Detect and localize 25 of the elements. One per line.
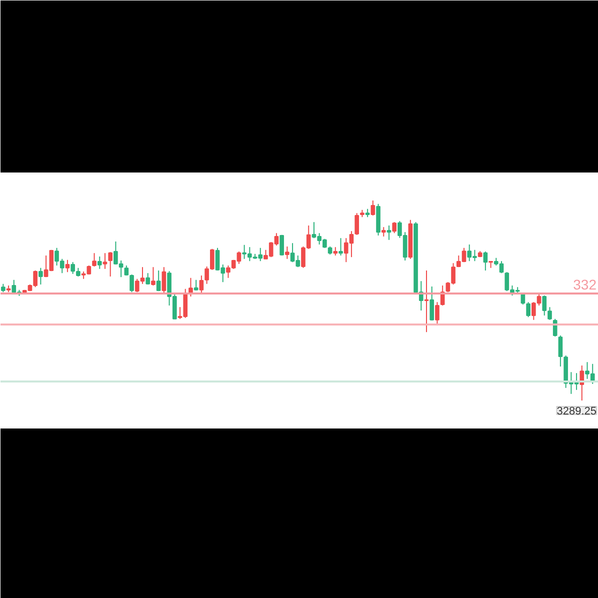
- candlestick: [162, 266, 166, 294]
- candlestick: [386, 225, 392, 240]
- candlestick: [392, 222, 397, 234]
- candlestick: [526, 302, 530, 318]
- candlestick: [338, 238, 343, 256]
- candlestick: [151, 266, 156, 286]
- candlestick: [430, 286, 434, 321]
- candlestick: [552, 318, 558, 337]
- candlestick: [285, 246, 290, 260]
- candlestick: [370, 200, 376, 216]
- candlestick: [102, 252, 108, 270]
- annotation: 332: [573, 276, 597, 292]
- candlestick: [381, 226, 386, 237]
- candlestick: [108, 252, 113, 277]
- candlestick: [130, 274, 134, 293]
- candlestick: [156, 270, 161, 292]
- candlestick: [38, 267, 43, 285]
- candlestick: [483, 251, 488, 271]
- candlestick: [424, 270, 429, 333]
- candlestick: [580, 365, 584, 401]
- candlestick: [65, 259, 70, 273]
- candlestick: [97, 256, 102, 270]
- candlestick: [92, 252, 96, 267]
- text: 3289.25: [556, 406, 597, 418]
- candlestick: [435, 302, 440, 324]
